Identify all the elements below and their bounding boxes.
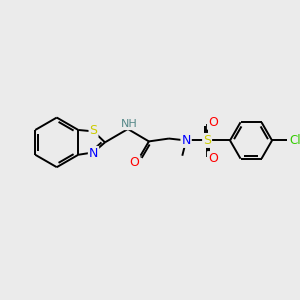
Text: O: O (208, 152, 218, 165)
Text: O: O (130, 156, 140, 169)
Text: S: S (89, 124, 98, 137)
Text: N: N (182, 134, 191, 147)
Text: Cl: Cl (289, 134, 300, 147)
Text: O: O (208, 116, 218, 129)
Text: N: N (89, 147, 98, 160)
Text: S: S (203, 134, 211, 147)
Text: NH: NH (121, 119, 137, 129)
